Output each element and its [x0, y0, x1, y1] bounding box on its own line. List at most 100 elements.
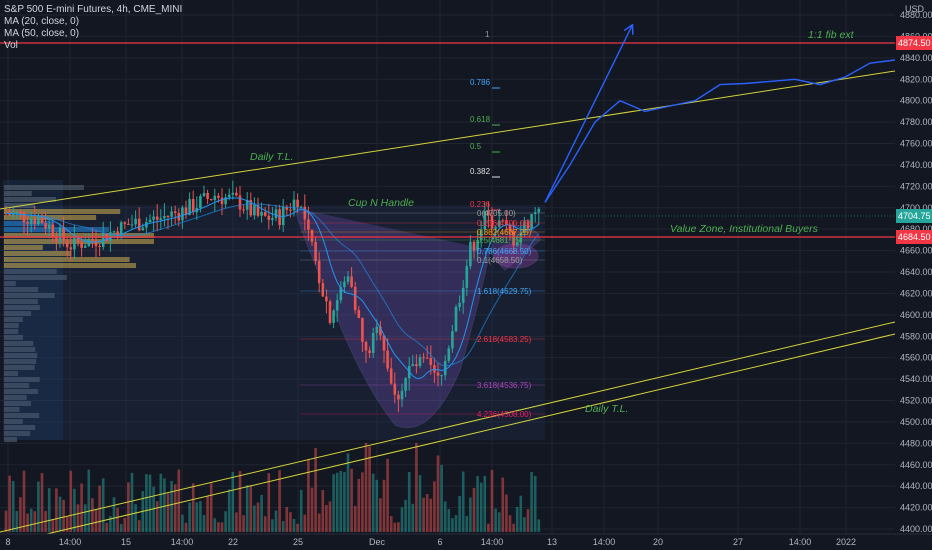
- volume-bar: [328, 501, 332, 532]
- candle-body: [512, 231, 515, 246]
- volume-bar: [227, 489, 231, 532]
- price-axis-currency: USD: [905, 4, 925, 14]
- price-tick-label: 4580.00: [900, 331, 932, 341]
- candle-body: [357, 310, 361, 318]
- volume-bar: [289, 512, 292, 532]
- candle-body: [15, 211, 19, 213]
- candle-body: [166, 216, 170, 218]
- candle-body: [263, 212, 267, 216]
- volume-bar: [105, 522, 109, 532]
- candle-body: [350, 276, 353, 287]
- candle-body: [483, 211, 487, 230]
- candle-body: [379, 326, 382, 336]
- volume-bar: [364, 442, 368, 532]
- volume-profile-bar: [4, 413, 40, 418]
- lower-daily-tl-annotation[interactable]: Daily T.L.: [585, 403, 628, 415]
- volume-bar: [188, 502, 191, 532]
- candle-body: [141, 227, 145, 231]
- volume-bar: [73, 488, 76, 532]
- candle-body: [51, 224, 55, 237]
- time-tick-label: 15: [121, 537, 131, 547]
- time-axis-bg: [0, 534, 932, 550]
- value-zone-annotation[interactable]: Value Zone, Institutional Buyers: [670, 223, 819, 235]
- volume-bar: [508, 515, 512, 532]
- candle-body: [429, 358, 433, 365]
- symbol-name: S&P 500 E-mini Futures: [4, 4, 112, 15]
- symbol-title[interactable]: S&P 500 E-mini Futures, 4h, CME_MINI: [4, 4, 183, 15]
- time-axis[interactable]: 8 14:00 15 14:00 22 25 Dec 6 14:00 13 14:00 20 27 14:…: [5, 537, 856, 547]
- candle-body: [299, 206, 303, 208]
- candle-body: [231, 192, 235, 195]
- candle-body: [346, 276, 350, 282]
- fib-lower-label: 0.1(4658.50): [477, 256, 523, 265]
- candle-body: [253, 205, 256, 216]
- cup-handle-annotation[interactable]: Cup N Handle: [348, 197, 414, 209]
- indicator-ma20[interactable]: MA (20, close, 0): [4, 16, 80, 27]
- candle-body: [469, 241, 472, 267]
- indicator-volume[interactable]: Vol: [4, 40, 18, 51]
- volume-bar: [29, 508, 33, 532]
- upper-daily-tl-annotation[interactable]: Daily T.L.: [250, 151, 293, 163]
- volume-bar: [411, 503, 415, 532]
- volume-bar: [242, 515, 245, 532]
- volume-bar: [418, 475, 422, 532]
- volume-bar: [148, 474, 152, 532]
- volume-bar: [526, 509, 530, 532]
- volume-profile-bar: [4, 347, 36, 352]
- candle-body: [47, 224, 51, 229]
- volume-profile-bar: [4, 365, 35, 370]
- volume-profile-bar: [4, 419, 23, 424]
- time-tick-label: 8: [5, 537, 10, 547]
- price-tick-label: 4400.00: [900, 524, 932, 534]
- volume-bar: [80, 483, 83, 532]
- volume-profile-bar: [4, 437, 17, 442]
- volume-bar: [15, 511, 19, 532]
- volume-bar: [119, 523, 123, 532]
- price-tick-label: 4480.00: [900, 438, 932, 448]
- volume-bar: [159, 473, 163, 532]
- volume-bar: [335, 472, 339, 532]
- candle-body: [335, 300, 339, 311]
- candle-body: [353, 286, 357, 311]
- volume-profile-bar: [4, 275, 67, 280]
- volume-profile-bar: [4, 359, 37, 364]
- time-tick-label: 14:00: [789, 537, 812, 547]
- volume-bar: [393, 522, 397, 532]
- candle-body: [375, 326, 379, 334]
- volume-profile-bar: [4, 209, 121, 214]
- candle-body: [325, 296, 328, 302]
- fib-lower-levels: 0(4705.00)0.236(4700.00)0.382(4687.25)0.…: [300, 209, 545, 419]
- candle-body: [62, 227, 65, 241]
- candle-body: [472, 241, 476, 251]
- volume-bar: [4, 510, 8, 532]
- volume-bar: [346, 453, 350, 532]
- price-axis[interactable]: 4880.004860.004840.004820.004800.004780.…: [900, 10, 932, 534]
- volume-bar: [55, 488, 58, 532]
- candle-body: [148, 219, 152, 223]
- volume-profile-bar: [4, 185, 84, 190]
- volume-bar: [231, 471, 235, 532]
- volume-bar: [87, 469, 91, 532]
- fib-upper-label: 0.236: [470, 200, 491, 209]
- fib-ext-one-label: 1: [485, 30, 490, 39]
- volume-bar: [206, 495, 209, 532]
- time-tick-label: 20: [653, 537, 663, 547]
- volume-profile-bar: [4, 305, 40, 310]
- volume-bar: [253, 505, 256, 532]
- volume-bar: [487, 523, 490, 532]
- candle-body: [292, 199, 296, 211]
- volume-bar: [465, 515, 469, 532]
- candle-body: [119, 222, 123, 238]
- volume-bar: [497, 512, 501, 532]
- volume-bar: [382, 479, 386, 532]
- candle-body: [80, 242, 83, 248]
- fib-ext-annotation[interactable]: 1:1 fib ext: [808, 29, 855, 41]
- volume-bar: [166, 493, 170, 532]
- volume-bar: [69, 470, 73, 532]
- candle-body: [22, 212, 26, 223]
- volume-profile-bar: [4, 257, 130, 262]
- candle-body: [526, 221, 530, 229]
- candle-body: [508, 224, 512, 232]
- indicator-ma50[interactable]: MA (50, close, 0): [4, 28, 80, 39]
